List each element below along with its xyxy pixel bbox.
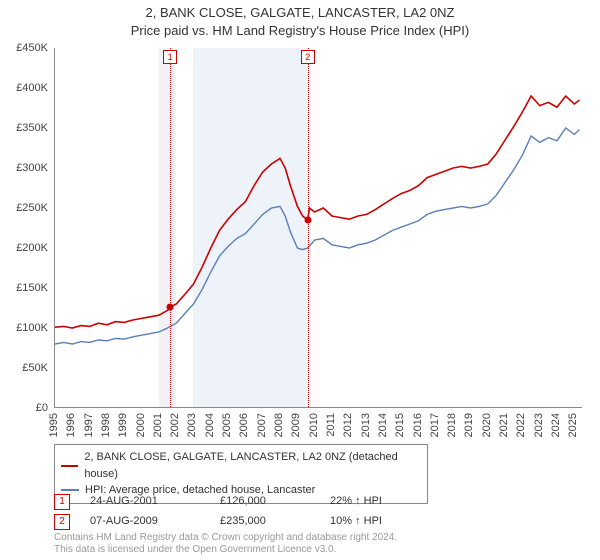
x-tick-label: 1999 (117, 413, 129, 437)
y-tick-label: £150K (16, 282, 48, 294)
x-tick-label: 1995 (48, 413, 60, 437)
event-date-0: 24-AUG-2001 (90, 492, 200, 512)
x-tick-label: 2003 (186, 413, 198, 437)
legend-swatch-1 (61, 489, 79, 491)
y-tick-label: £200K (16, 242, 48, 254)
y-tick-label: £100K (16, 322, 48, 334)
footnote: Contains HM Land Registry data © Crown c… (54, 532, 397, 556)
series-marker (304, 217, 311, 224)
legend-row-0: 2, BANK CLOSE, GALGATE, LANCASTER, LA2 0… (61, 449, 421, 482)
x-tick-label: 2018 (446, 413, 458, 437)
x-tick-label: 2002 (169, 413, 181, 437)
x-tick-label: 2024 (550, 413, 562, 437)
x-tick-label: 2004 (204, 413, 216, 437)
x-tick-label: 1996 (65, 413, 77, 437)
x-tick-label: 2008 (273, 413, 285, 437)
x-tick-label: 2015 (394, 413, 406, 437)
y-tick-label: £50K (22, 362, 48, 374)
y-tick-label: £350K (16, 122, 48, 134)
legend-label-0: 2, BANK CLOSE, GALGATE, LANCASTER, LA2 0… (84, 449, 421, 482)
x-tick-label: 2010 (308, 413, 320, 437)
plot-svg (55, 48, 583, 408)
y-tick-label: £400K (16, 82, 48, 94)
x-tick-label: 2022 (515, 413, 527, 437)
x-tick-label: 2007 (256, 413, 268, 437)
event-line (170, 48, 171, 407)
event-line-marker: 1 (163, 50, 177, 64)
x-tick-label: 2006 (238, 413, 250, 437)
x-tick-label: 2009 (290, 413, 302, 437)
y-tick-label: £300K (16, 162, 48, 174)
event-line (308, 48, 309, 407)
events-table: 1 24-AUG-2001 £126,000 22% ↑ HPI 2 07-AU… (54, 492, 382, 532)
event-date-1: 07-AUG-2009 (90, 512, 200, 532)
chart-area: 12 £0£50K£100K£150K£200K£250K£300K£350K£… (54, 48, 582, 408)
x-tick-label: 2005 (221, 413, 233, 437)
event-row-0: 1 24-AUG-2001 £126,000 22% ↑ HPI (54, 492, 382, 512)
x-tick-label: 2012 (342, 413, 354, 437)
x-tick-label: 1997 (83, 413, 95, 437)
event-marker-1: 2 (54, 514, 70, 530)
series-marker (167, 304, 174, 311)
x-tick-label: 2025 (567, 413, 579, 437)
series-line (55, 96, 580, 328)
title-line2: Price paid vs. HM Land Registry's House … (0, 22, 600, 40)
x-tick-label: 2021 (498, 413, 510, 437)
y-tick-label: £450K (16, 42, 48, 54)
plot: 12 (54, 48, 582, 408)
event-price-1: £235,000 (220, 512, 310, 532)
x-tick-label: 2016 (412, 413, 424, 437)
x-tick-label: 2023 (533, 413, 545, 437)
event-delta-1: 10% ↑ HPI (330, 512, 382, 532)
x-tick-label: 2011 (325, 413, 337, 437)
x-tick-label: 2017 (429, 413, 441, 437)
x-tick-label: 2000 (135, 413, 147, 437)
x-tick-label: 2019 (463, 413, 475, 437)
x-tick-label: 2013 (360, 413, 372, 437)
event-marker-0: 1 (54, 494, 70, 510)
x-tick-label: 1998 (100, 413, 112, 437)
event-price-0: £126,000 (220, 492, 310, 512)
x-tick-label: 2020 (481, 413, 493, 437)
y-tick-label: £0 (36, 402, 48, 414)
chart-title: 2, BANK CLOSE, GALGATE, LANCASTER, LA2 0… (0, 0, 600, 39)
title-line1: 2, BANK CLOSE, GALGATE, LANCASTER, LA2 0… (0, 4, 600, 22)
legend-swatch-0 (61, 465, 78, 467)
event-row-1: 2 07-AUG-2009 £235,000 10% ↑ HPI (54, 512, 382, 532)
x-tick-label: 2014 (377, 413, 389, 437)
series-line (55, 128, 580, 344)
x-tick-label: 2001 (152, 413, 164, 437)
event-delta-0: 22% ↑ HPI (330, 492, 382, 512)
footnote-line1: Contains HM Land Registry data © Crown c… (54, 532, 397, 544)
event-line-marker: 2 (301, 50, 315, 64)
footnote-line2: This data is licensed under the Open Gov… (54, 544, 397, 556)
y-tick-label: £250K (16, 202, 48, 214)
